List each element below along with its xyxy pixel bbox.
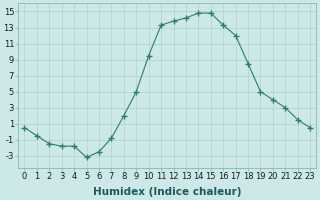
X-axis label: Humidex (Indice chaleur): Humidex (Indice chaleur) [93, 187, 242, 197]
